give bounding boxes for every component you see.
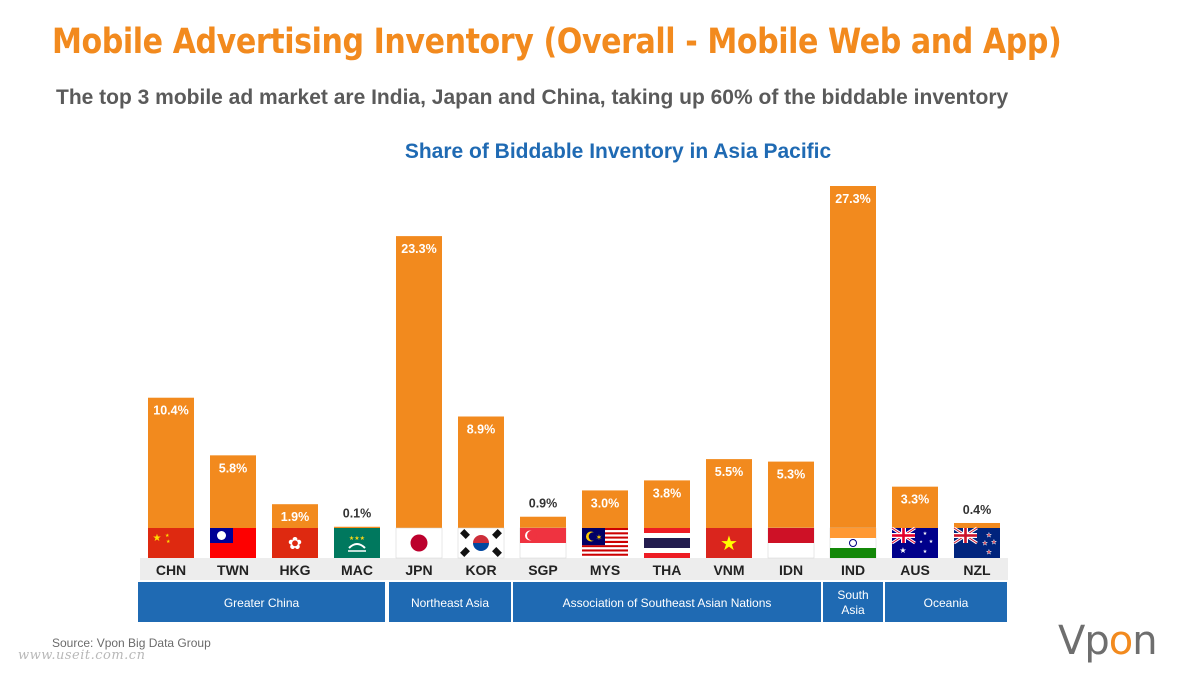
category-label-jpn: JPN bbox=[405, 562, 432, 578]
bar-nzl bbox=[954, 522, 1000, 528]
category-label-twn: TWN bbox=[217, 562, 249, 578]
malaysia-flag-icon: ✶ bbox=[582, 528, 628, 558]
svg-text:★: ★ bbox=[899, 546, 906, 555]
svg-text:★: ★ bbox=[923, 549, 928, 555]
svg-text:★: ★ bbox=[166, 539, 171, 545]
category-label-kor: KOR bbox=[465, 562, 496, 578]
group-oceania-band bbox=[885, 582, 1007, 622]
page-subtitle: The top 3 mobile ad market are India, Ja… bbox=[56, 86, 1009, 109]
page-title: Mobile Advertising Inventory (Overall - … bbox=[52, 22, 1062, 62]
svg-text:★: ★ bbox=[919, 539, 923, 544]
svg-text:★: ★ bbox=[153, 533, 162, 544]
value-label-sgp: 0.9% bbox=[529, 497, 558, 511]
category-label-mys: MYS bbox=[590, 562, 620, 578]
taiwan-flag-icon bbox=[210, 528, 256, 558]
category-label-hkg: HKG bbox=[279, 562, 310, 578]
chart-title: Share of Biddable Inventory in Asia Paci… bbox=[404, 140, 832, 163]
macau-flag-icon: ★★★ bbox=[334, 528, 380, 558]
group-greater-china-band bbox=[138, 582, 385, 622]
svg-text:★: ★ bbox=[923, 531, 928, 537]
group-south-asia-label: South Asia bbox=[837, 588, 868, 617]
thailand-flag-icon bbox=[644, 528, 690, 558]
value-label-tha: 3.8% bbox=[653, 486, 682, 500]
category-label-nzl: NZL bbox=[963, 562, 991, 578]
category-label-aus: AUS bbox=[900, 562, 930, 578]
source-note: Source: Vpon Big Data Group bbox=[52, 636, 211, 650]
group-greater-china-label: Greater China bbox=[224, 596, 300, 610]
value-label-nzl: 0.4% bbox=[963, 503, 992, 517]
hong-kong-flag-icon: ✿ bbox=[272, 528, 318, 558]
india-flag-icon bbox=[829, 527, 877, 559]
category-label-sgp: SGP bbox=[528, 562, 558, 578]
value-label-aus: 3.3% bbox=[901, 493, 930, 507]
svg-text:★: ★ bbox=[991, 539, 996, 546]
svg-text:✿: ✿ bbox=[288, 534, 302, 553]
category-label-mac: MAC bbox=[341, 562, 373, 578]
category-strip bbox=[140, 558, 1008, 580]
svg-text:★: ★ bbox=[986, 532, 991, 539]
category-label-ind: IND bbox=[841, 562, 865, 578]
svg-text:✶: ✶ bbox=[596, 533, 603, 542]
vpon-logo: Vpon bbox=[1058, 618, 1158, 664]
category-label-chn: CHN bbox=[156, 562, 186, 578]
value-label-kor: 8.9% bbox=[467, 423, 496, 437]
svg-text:★: ★ bbox=[986, 549, 991, 556]
value-label-chn: 10.4% bbox=[153, 404, 188, 418]
group-northeast-asia-band bbox=[389, 582, 511, 622]
bar-aus bbox=[892, 486, 938, 528]
value-label-jpn: 23.3% bbox=[401, 242, 436, 256]
bar-tha bbox=[644, 480, 690, 528]
value-label-idn: 5.3% bbox=[777, 468, 806, 482]
value-label-mys: 3.0% bbox=[591, 496, 620, 510]
value-label-vnm: 5.5% bbox=[715, 465, 744, 479]
group-oceania-label: Oceania bbox=[924, 596, 969, 610]
bar-mys bbox=[582, 490, 628, 528]
bar-sgp bbox=[520, 516, 566, 528]
bar-hkg bbox=[272, 504, 318, 528]
category-label-vnm: VNM bbox=[713, 562, 744, 578]
svg-text:★: ★ bbox=[165, 533, 170, 539]
bar-ind bbox=[830, 186, 876, 528]
value-label-ind: 27.3% bbox=[835, 192, 870, 206]
category-label-idn: IDN bbox=[779, 562, 803, 578]
bar-mac bbox=[334, 526, 380, 528]
value-label-mac: 0.1% bbox=[343, 507, 372, 521]
bar-kor bbox=[458, 416, 504, 528]
group-south-asia-band bbox=[823, 582, 883, 622]
value-label-hkg: 1.9% bbox=[281, 510, 310, 524]
svg-text:★: ★ bbox=[720, 533, 738, 555]
japan-flag-icon bbox=[395, 527, 443, 559]
australia-flag-icon: ★★★★★ bbox=[891, 526, 938, 558]
bar-vnm bbox=[706, 459, 752, 528]
bar-chn bbox=[148, 397, 194, 528]
indonesia-flag-icon bbox=[767, 527, 815, 559]
vietnam-flag-icon: ★ bbox=[706, 528, 752, 558]
watermark: www.useit.com.cn bbox=[18, 648, 146, 663]
svg-text:★: ★ bbox=[982, 540, 987, 547]
value-label-twn: 5.8% bbox=[219, 461, 248, 475]
china-flag-icon: ★ ★★ bbox=[148, 528, 194, 558]
korea-flag-icon bbox=[457, 527, 505, 559]
singapore-flag-icon bbox=[519, 527, 567, 559]
svg-text:★★★: ★★★ bbox=[349, 535, 365, 542]
category-label-tha: THA bbox=[653, 562, 682, 578]
new-zealand-flag-icon: ★★ ★★ bbox=[953, 526, 1000, 558]
bar-idn bbox=[768, 461, 814, 528]
bar-jpn bbox=[396, 236, 442, 528]
group-northeast-asia-label: Northeast Asia bbox=[411, 596, 489, 610]
svg-text:★: ★ bbox=[929, 539, 934, 545]
group-association-of-southeast-asian-nations-label: Association of Southeast Asian Nations bbox=[563, 596, 772, 610]
bar-twn bbox=[210, 455, 256, 528]
group-association-of-southeast-asian-nations-band bbox=[513, 582, 821, 622]
